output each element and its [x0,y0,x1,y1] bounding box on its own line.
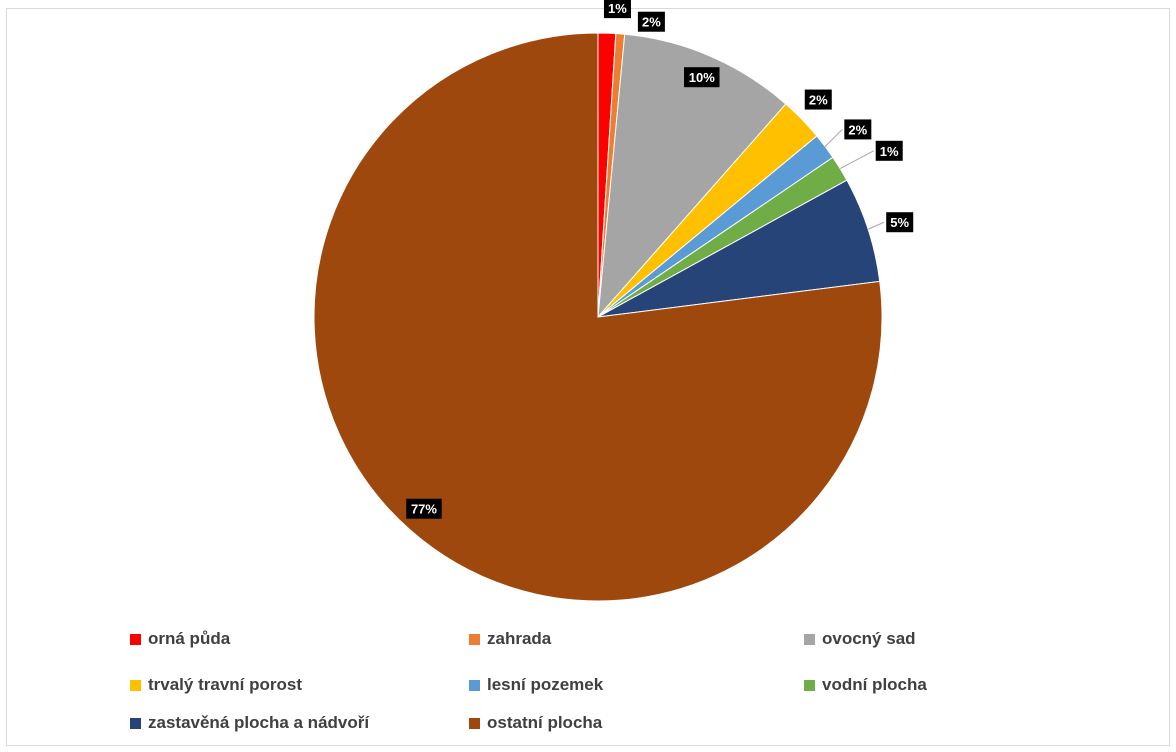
data-label-box [804,89,832,110]
legend-label: lesní pozemek [487,675,604,694]
legend-item-vodni-plocha: vodní plocha [804,674,927,696]
legend-item-ostatni-plocha: ostatní plocha [469,712,602,734]
legend-swatch [130,633,141,645]
legend-swatch [469,679,480,691]
data-label-box [406,498,442,519]
legend-swatch [469,633,480,645]
data-label-text: 1% [608,1,627,16]
legend-swatch [130,679,141,691]
data-label-lesni-pozemek: 2% [844,119,872,140]
legend-item-ovocny-sad: ovocný sad [804,628,916,650]
data-labels: 1% 2% 10% 2% 2% 1% 5% 77% [406,0,914,519]
legend-label: trvalý travní porost [148,675,302,694]
data-label-box [875,140,903,161]
legend-item-lesni-pozemek: lesní pozemek [469,674,603,696]
data-label-ostatni-plocha: 77% [406,498,442,519]
leader-lines [824,129,885,230]
legend-swatch [804,679,815,691]
data-label-text: 2% [809,93,828,108]
data-label-trvaly-travni-porost: 2% [804,89,832,110]
leader-line [867,221,885,230]
data-label-box [684,67,720,88]
data-label-box [637,11,665,32]
data-label-text: 2% [642,15,661,30]
legend-label: ovocný sad [822,629,916,648]
legend-swatch [469,717,480,729]
legend-item-trvaly-travni-porost: trvalý travní porost [130,674,302,696]
legend-swatch [130,717,141,729]
legend-label: orná půda [148,629,231,648]
data-label-text: 77% [411,502,437,517]
data-label-zastavena-plocha-a-nadvori: 5% [886,212,914,233]
data-label-text: 5% [890,215,909,230]
pie-slice-ostatni-plocha [313,32,883,602]
pie-slice-ovocny-sad [597,33,787,319]
data-label-text: 2% [848,122,867,137]
data-label-orna-puda: 1% [603,0,631,19]
legend-swatch [804,633,815,645]
data-label-zahrada: 2% [637,11,665,32]
data-label-box [603,0,631,19]
legend-label: vodní plocha [822,675,927,694]
pie-slices [313,32,883,602]
data-label-ovocny-sad: 10% [684,67,720,88]
chart-legend: orná půda zahrada ovocný sad trvalý trav… [118,624,980,744]
data-label-text: 1% [880,144,899,159]
data-label-box [886,212,914,233]
leader-line [824,129,843,147]
legend-label: zahrada [487,629,552,648]
legend-label: ostatní plocha [487,713,603,732]
legend-item-zastavena-plocha-a-nadvori: zastavěná plocha a nádvoří [130,712,369,734]
legend-item-zahrada: zahrada [469,628,551,650]
data-label-text: 10% [689,70,715,85]
data-label-vodni-plocha: 1% [875,140,903,161]
legend-item-orna-puda: orná půda [130,628,230,650]
data-label-box [844,119,872,140]
leader-line [839,150,874,170]
legend-label: zastavěná plocha a nádvoří [148,713,370,732]
